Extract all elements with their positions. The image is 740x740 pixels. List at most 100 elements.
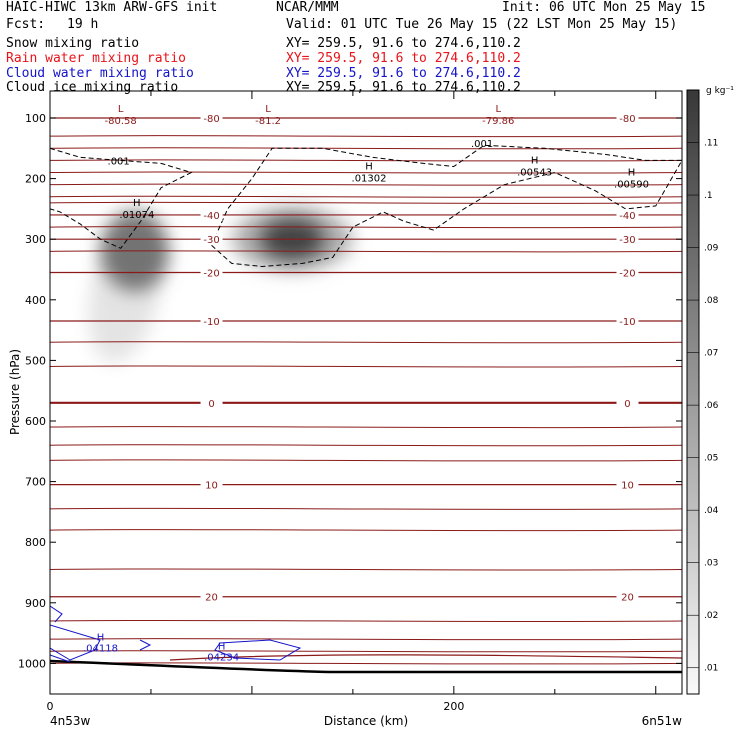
- init-time: Init: 06 UTC Mon 25 May 15: [502, 0, 706, 15]
- temperature-contour: [169, 654, 682, 661]
- contour-label-bg: [616, 590, 639, 603]
- field-cloudwater-label: Cloud water mixing ratio: [6, 66, 194, 81]
- y-tick-label: 700: [25, 476, 46, 489]
- temperature-contour-label: -10: [619, 317, 635, 328]
- contour-label-bg: [200, 478, 223, 491]
- snow-contour: [211, 144, 682, 268]
- x-axis-title: Distance (km): [324, 714, 408, 728]
- colorbar-tick-label: .08: [704, 296, 719, 306]
- colorbar-tick-label: .05: [704, 454, 718, 464]
- contour-label-bg: [200, 396, 223, 409]
- temperature-contour-label: 0: [208, 399, 214, 410]
- snow-maximum-value: .00543: [517, 168, 552, 179]
- contour-label-bg: [616, 208, 639, 221]
- contour-label-bg: [616, 112, 639, 124]
- plot-title: HAIC-HIWC 13km ARW-GFS init: [6, 0, 218, 15]
- temperature-minimum-marker: L: [118, 104, 124, 115]
- contour-label-bg: [616, 233, 639, 246]
- temperature-contour: [50, 568, 682, 571]
- contour-label-bg: [200, 266, 223, 279]
- temperature-contour: [50, 365, 682, 368]
- temperature-contour: [50, 619, 682, 623]
- temperature-contour-label: -80: [203, 114, 219, 125]
- y-tick-label: 300: [25, 233, 46, 246]
- temperature-contour: [50, 250, 682, 253]
- forecast-label: Fcst:: [6, 17, 46, 32]
- field-cloudwater-xy: XY= 259.5, 91.6 to 274.6,110.2: [286, 66, 521, 81]
- colorbar-tick-label: .09: [704, 244, 719, 254]
- colorbar-tick-label: .01: [704, 664, 718, 674]
- contour-label-bg: [200, 112, 223, 124]
- colorbar-unit: g kg⁻¹: [706, 86, 734, 96]
- temperature-contour-label: 20: [205, 593, 218, 604]
- forecast-hour: 19 h: [67, 17, 99, 32]
- field-rain-label: Rain water mixing ratio: [6, 51, 187, 66]
- plot-frame: [49, 90, 683, 695]
- temperature-contour: [50, 638, 682, 641]
- terrain-line: [50, 659, 682, 674]
- y-tick-label: 600: [25, 415, 46, 428]
- cloud-water-contour: [139, 639, 152, 651]
- temperature-contour: [50, 650, 682, 653]
- snow-maximum-marker: H: [628, 168, 636, 179]
- right-endpoint-label: 6n51w: [642, 714, 683, 728]
- snow-maximum-value: .00590: [614, 180, 649, 191]
- y-tick-label: 100: [25, 112, 46, 125]
- contour-label-bg: [616, 396, 639, 409]
- field-snow-label: Snow mixing ratio: [6, 36, 140, 51]
- snow-contour-label: .001: [471, 139, 493, 150]
- temperature-minimum-value: -79.86: [482, 116, 514, 127]
- field-snow-xy: XY= 259.5, 91.6 to 274.6,110.2: [286, 36, 521, 51]
- temperature-contour: [50, 226, 682, 229]
- temperature-contour: [50, 444, 682, 447]
- temperature-contour-label: 20: [621, 593, 634, 604]
- colorbar: [686, 89, 700, 695]
- contour-label-bg: [200, 315, 223, 328]
- temperature-contour-label: -30: [203, 235, 219, 246]
- temperature-contour-label: -30: [619, 235, 635, 246]
- temperature-contour: [50, 425, 682, 429]
- organization-label: NCAR/MMM: [276, 0, 339, 15]
- temperature-contour-label: -80: [619, 114, 635, 125]
- temperature-contour: [50, 201, 682, 204]
- temperature-contour-label: 10: [621, 481, 634, 492]
- temperature-contour: [50, 529, 682, 532]
- field-rain-xy: XY= 259.5, 91.6 to 274.6,110.2: [286, 51, 521, 66]
- temperature-contour: [50, 507, 682, 510]
- temperature-contour-label: 10: [205, 481, 218, 492]
- temperature-minimum-value: -80.58: [105, 116, 137, 127]
- cloud-water-contour: [50, 605, 101, 663]
- temperature-contour-label: -40: [619, 211, 635, 222]
- y-tick-label: 500: [25, 354, 46, 367]
- temperature-minimum-marker: L: [265, 104, 271, 115]
- colorbar-tick-label: .07: [704, 349, 718, 359]
- snow-contour-label: .001: [108, 157, 130, 168]
- snow-maximum-value: .01302: [352, 174, 387, 185]
- snow-contour: [50, 147, 193, 249]
- contour-label-bg: [616, 315, 639, 328]
- temperature-contour: [50, 459, 682, 462]
- temperature-contour: [50, 341, 682, 344]
- y-axis-title: Pressure (hPa): [8, 349, 22, 435]
- colorbar-tick-label: .1: [704, 191, 713, 201]
- snow-maximum-marker: H: [133, 198, 141, 209]
- cloud-water-maximum-marker: H: [97, 632, 105, 643]
- temperature-minimum-value: -81.2: [255, 116, 281, 127]
- temperature-contour: [50, 135, 682, 138]
- y-tick-label: 400: [25, 294, 46, 307]
- temperature-contour-label: -20: [203, 269, 219, 280]
- cloud-water-maximum-value: .04118: [83, 643, 118, 654]
- snow-maximum-marker: H: [531, 156, 539, 167]
- y-tick-label: 900: [25, 597, 46, 610]
- cloud-water-contour: [214, 639, 302, 661]
- y-tick-label: 200: [25, 173, 46, 186]
- cloud-water-maximum-marker: H: [218, 641, 226, 652]
- colorbar-tick-label: .04: [704, 506, 719, 516]
- x-tick-label: 200: [443, 700, 464, 713]
- temperature-contour-label: -10: [203, 317, 219, 328]
- temperature-contour: [50, 159, 682, 162]
- temperature-contour-label: -40: [203, 211, 219, 222]
- contour-label-bg: [616, 478, 639, 491]
- temperature-minimum-marker: L: [495, 104, 501, 115]
